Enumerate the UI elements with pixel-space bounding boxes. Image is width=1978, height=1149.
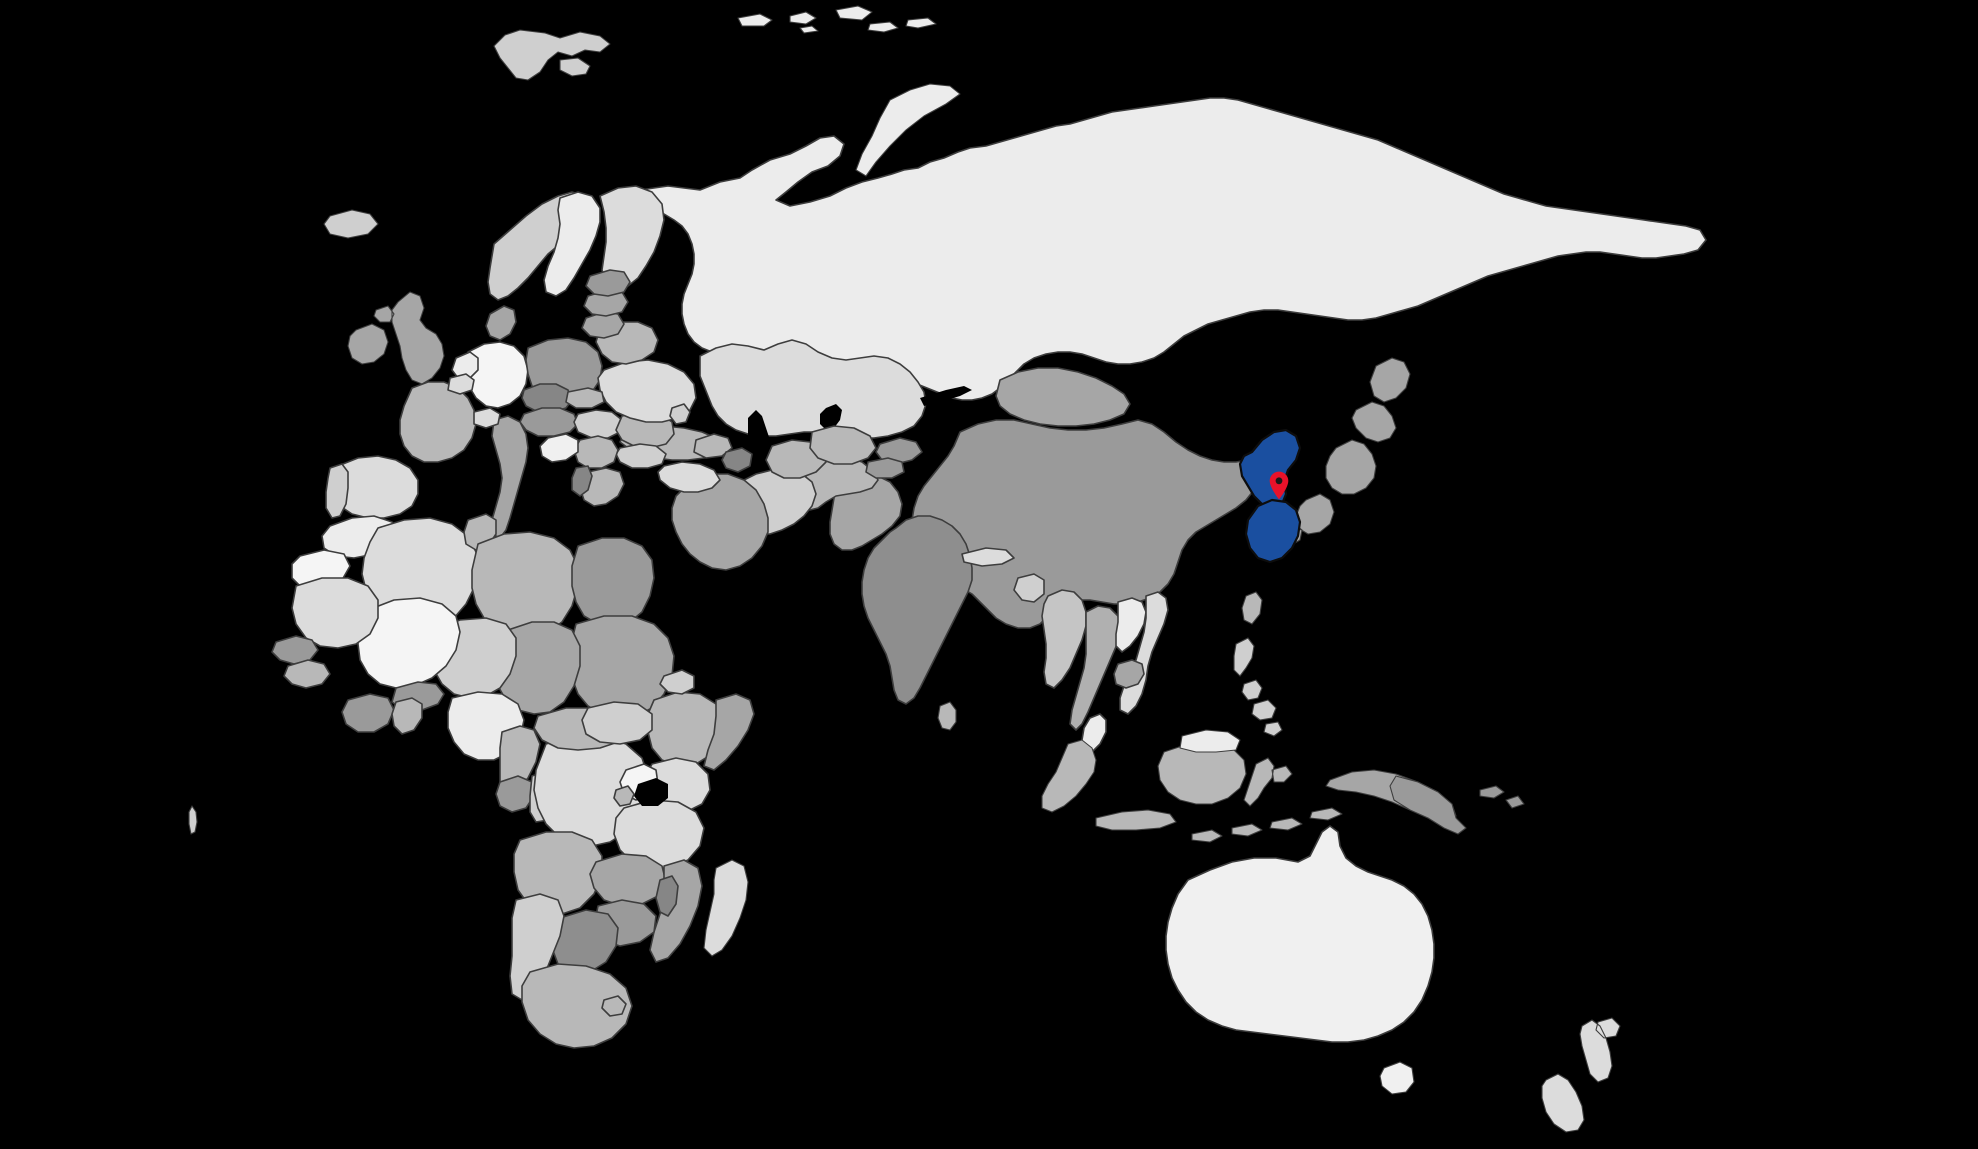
country-moldova xyxy=(670,404,690,424)
country-myanmar xyxy=(1042,590,1086,688)
country-nepal xyxy=(962,548,1014,566)
country-slovakia xyxy=(566,388,604,408)
country-malaysia-borneo xyxy=(1180,730,1240,752)
country-lesotho xyxy=(602,996,626,1016)
islands-lesser-sunda xyxy=(1192,808,1342,842)
country-madagascar xyxy=(704,860,748,956)
country-malawi xyxy=(656,876,678,916)
country-italy xyxy=(492,416,528,538)
country-angola xyxy=(514,832,602,914)
country-united-kingdom xyxy=(374,292,444,384)
country-hungary xyxy=(574,410,622,438)
country-guinea xyxy=(284,660,330,688)
country-uzbekistan xyxy=(810,426,876,464)
country-ireland xyxy=(348,324,388,364)
country-laos xyxy=(1116,598,1146,652)
country-indonesia-sulawesi xyxy=(1244,758,1292,806)
country-south-africa xyxy=(522,964,632,1048)
country-iceland xyxy=(324,210,378,238)
country-sri-lanka xyxy=(938,702,956,730)
country-mali xyxy=(358,598,460,688)
country-sweden xyxy=(544,192,600,296)
country-austria xyxy=(520,408,578,436)
country-switzerland xyxy=(474,408,500,428)
water-aral-sea xyxy=(820,404,842,430)
country-papua-new-guinea xyxy=(1390,776,1466,834)
country-croatia xyxy=(540,434,578,462)
country-south-sudan xyxy=(582,702,652,744)
country-somalia xyxy=(704,694,754,770)
country-mongolia xyxy=(996,368,1130,426)
country-azerbaijan xyxy=(722,448,752,472)
country-tasmania xyxy=(1380,1062,1414,1094)
country-tajikistan xyxy=(866,458,904,478)
islands-solomon xyxy=(1480,786,1524,808)
water-lake-victoria xyxy=(634,778,668,806)
region-south-korea[interactable] xyxy=(1244,498,1302,564)
country-czechia xyxy=(522,384,572,412)
country-france xyxy=(400,382,476,462)
country-australia xyxy=(1166,826,1434,1042)
country-philippines xyxy=(1234,638,1282,736)
country-taiwan xyxy=(1242,592,1262,624)
location-pin[interactable] xyxy=(1269,471,1289,500)
country-belgium xyxy=(448,374,474,394)
country-cambodia xyxy=(1114,660,1144,688)
country-svalbard xyxy=(494,30,610,80)
country-eritrea xyxy=(660,670,694,694)
location-pin-icon xyxy=(1269,471,1289,500)
country-bulgaria xyxy=(616,444,666,468)
country-ethiopia xyxy=(648,692,724,766)
country-gabon xyxy=(496,776,534,812)
country-zambia xyxy=(590,854,666,906)
country-indonesia-sumatra xyxy=(1042,740,1096,812)
islands-arctic xyxy=(738,6,936,33)
country-japan xyxy=(1278,358,1410,546)
country-india xyxy=(862,516,972,704)
country-ghana xyxy=(392,698,422,734)
country-ivory-coast xyxy=(342,694,394,732)
country-iraq xyxy=(658,462,720,492)
country-novaya-zemlya xyxy=(856,84,960,176)
country-serbia xyxy=(574,436,618,468)
country-denmark xyxy=(486,306,516,340)
country-portugal xyxy=(326,464,348,518)
country-malaysia xyxy=(1082,714,1106,752)
water-lake-balkhash xyxy=(920,386,972,406)
country-rwanda xyxy=(614,786,634,806)
country-greenland-edge xyxy=(189,806,197,834)
country-estonia xyxy=(586,270,630,296)
country-bangladesh xyxy=(1014,574,1044,602)
country-finland xyxy=(600,186,664,288)
country-indonesia-java xyxy=(1096,810,1176,830)
country-mauritania xyxy=(292,578,378,648)
country-albania xyxy=(572,466,592,496)
country-saudi-arabia xyxy=(672,474,768,570)
country-egypt xyxy=(572,538,654,626)
country-netherlands xyxy=(452,352,478,378)
country-new-zealand xyxy=(1542,1018,1620,1132)
